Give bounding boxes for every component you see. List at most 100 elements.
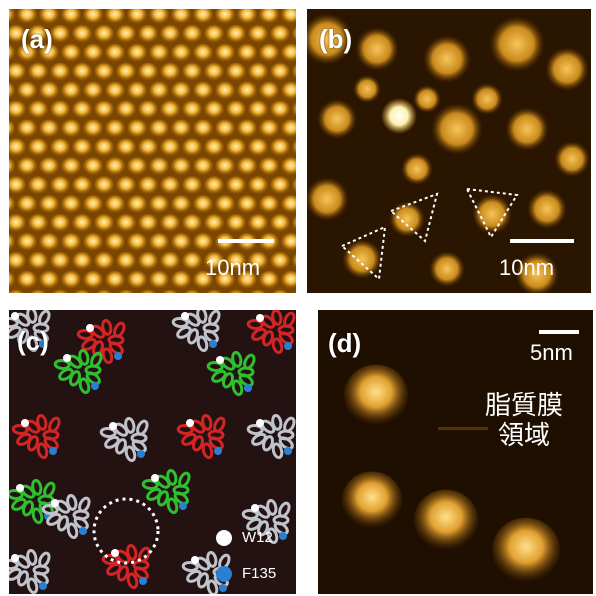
lattice-blob (171, 270, 191, 289)
lattice-blob (171, 157, 191, 176)
lattice-blob (149, 157, 169, 176)
lattice-blob (259, 195, 279, 214)
lattice-blob (83, 43, 103, 62)
afm-blob (342, 239, 382, 279)
panel-b-image (307, 9, 591, 293)
afm-blob (423, 35, 471, 83)
lattice-blob (204, 176, 224, 195)
lattice-blob (74, 289, 90, 293)
lattice-blob (39, 157, 59, 176)
lattice-blob (17, 43, 37, 62)
panel-c-label: (c) (17, 326, 49, 356)
lattice-blob (138, 251, 158, 270)
bright-spot (381, 98, 417, 134)
lattice-blob (127, 233, 147, 252)
lattice-blob (105, 195, 125, 214)
panel-d-image (318, 310, 593, 594)
lattice-blob (160, 100, 180, 119)
lattice-blob (83, 270, 103, 289)
lattice-blob (204, 62, 224, 81)
protein-unit (99, 416, 149, 463)
lattice-blob (72, 24, 92, 43)
lattice-blob (248, 214, 268, 233)
lattice-blob (105, 9, 125, 24)
lattice-blob (72, 176, 92, 195)
lattice-blob (237, 270, 257, 289)
lattice-blob (61, 9, 81, 24)
lattice-blob (39, 119, 59, 138)
afm-blob (307, 177, 349, 221)
lattice-blob (50, 24, 70, 43)
lattice-blob (226, 138, 246, 157)
lattice-blob (9, 271, 15, 289)
panel-d-scale-label: 5nm (530, 340, 573, 365)
lattice-blob (17, 119, 37, 138)
lattice-blob (9, 100, 26, 119)
lattice-blob (270, 62, 290, 81)
lattice-blob (96, 289, 112, 293)
afm-blob (527, 189, 567, 229)
lipid-region-line2: 領域 (497, 420, 550, 451)
lattice-blob (182, 251, 202, 270)
lattice-blob (237, 43, 257, 62)
lattice-blob (94, 214, 114, 233)
lattice-blob (17, 81, 37, 100)
lattice-blob (149, 119, 169, 138)
lattice-blob (138, 214, 158, 233)
lattice-blob (9, 233, 15, 251)
lattice-blob (281, 270, 296, 289)
lattice-blob (138, 100, 158, 119)
lattice-blob (204, 214, 224, 233)
lattice-blob (9, 138, 26, 157)
lattice-blob (248, 251, 268, 270)
afm-blob (429, 251, 465, 287)
lattice-blob (127, 270, 147, 289)
lattice-blob (162, 289, 178, 293)
lattice-blob (171, 233, 191, 252)
lattice-blob (39, 81, 59, 100)
lattice-blob (127, 195, 147, 214)
afm-blob (554, 141, 590, 177)
lattice-blob (105, 43, 125, 62)
lattice-blob (248, 100, 268, 119)
lattice-blob (193, 9, 213, 24)
lattice-blob (292, 26, 296, 42)
protein-unit (76, 318, 126, 365)
lattice-blob (281, 195, 296, 214)
lattice-blob (28, 100, 48, 119)
lattice-blob (272, 289, 288, 293)
lattice-blob (83, 195, 103, 214)
legend-label-f135: F135 (242, 565, 277, 582)
lattice-blob (281, 81, 296, 100)
lattice-blob (171, 81, 191, 100)
afm-blob (307, 13, 353, 65)
lattice-blob (184, 289, 200, 293)
panel-a-image (9, 9, 296, 293)
lattice-blob (215, 81, 235, 100)
lattice-blob (182, 100, 202, 119)
lattice-blob (9, 289, 24, 293)
lattice-blob (281, 9, 296, 24)
lattice-blob (94, 138, 114, 157)
lattice-blob (193, 270, 213, 289)
protein-blob (492, 517, 560, 583)
lattice-blob (94, 176, 114, 195)
lattice-blob (138, 24, 158, 43)
protein-unit (101, 543, 151, 590)
protein-blob (344, 364, 408, 426)
lattice-blob (105, 81, 125, 100)
panel-a-scale-label: 10nm (205, 255, 261, 280)
lattice-blob (61, 195, 81, 214)
panel-a-label: (a) (21, 24, 53, 54)
panel-c-image (9, 310, 296, 594)
afm-blob (472, 194, 512, 234)
lattice-blob (281, 157, 296, 176)
lattice-blob (171, 43, 191, 62)
lattice-blob (28, 214, 48, 233)
lattice-blob (127, 157, 147, 176)
lattice-blob (204, 138, 224, 157)
lattice-blob (94, 100, 114, 119)
lattice-blob (270, 176, 290, 195)
scan-line (438, 427, 488, 430)
lattice-blob (160, 251, 180, 270)
